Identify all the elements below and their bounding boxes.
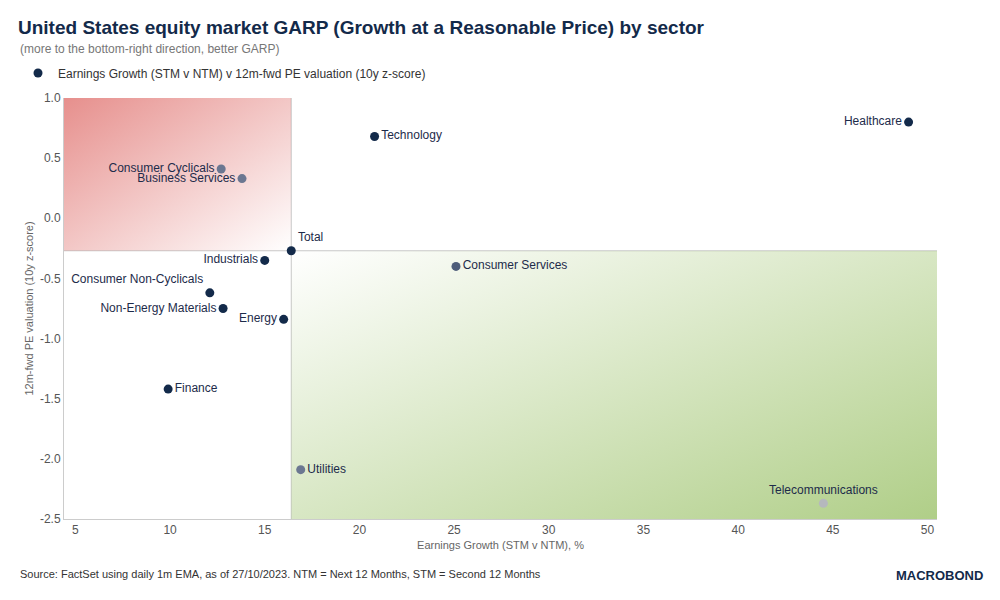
svg-text:Consumer Non-Cyclicals: Consumer Non-Cyclicals: [71, 272, 203, 286]
svg-text:Finance: Finance: [175, 381, 218, 395]
svg-text:Non-Energy Materials: Non-Energy Materials: [100, 301, 216, 315]
svg-text:Telecommunications: Telecommunications: [769, 483, 878, 497]
svg-text:10: 10: [163, 523, 177, 537]
svg-text:MACROBOND: MACROBOND: [896, 568, 983, 583]
svg-text:Earnings Growth (STM v NTM), %: Earnings Growth (STM v NTM), %: [417, 539, 584, 551]
svg-text:Energy: Energy: [239, 311, 277, 325]
svg-text:Technology: Technology: [381, 128, 442, 142]
svg-text:0.5: 0.5: [44, 151, 61, 165]
svg-text:Total: Total: [298, 230, 323, 244]
svg-text:Business Services: Business Services: [137, 171, 235, 185]
svg-text:40: 40: [731, 523, 745, 537]
svg-text:12m-fwd PE valuation (10y z-sc: 12m-fwd PE valuation (10y z-score): [23, 221, 35, 395]
svg-text:-1.0: -1.0: [40, 332, 61, 346]
svg-text:Healthcare: Healthcare: [844, 114, 902, 128]
svg-text:5: 5: [72, 523, 79, 537]
svg-text:Consumer Cyclicals: Consumer Cyclicals: [109, 161, 215, 175]
svg-text:20: 20: [353, 523, 367, 537]
svg-text:25: 25: [447, 523, 461, 537]
svg-text:15: 15: [258, 523, 272, 537]
svg-text:-0.5: -0.5: [40, 272, 61, 286]
svg-text:-1.5: -1.5: [40, 392, 61, 406]
svg-text:1.0: 1.0: [44, 91, 61, 105]
svg-text:(more to the bottom-right dire: (more to the bottom-right direction, bet…: [20, 42, 279, 56]
svg-text:-2.5: -2.5: [40, 512, 61, 526]
svg-text:0.0: 0.0: [44, 211, 61, 225]
svg-text:Earnings Growth (STM v NTM) v: Earnings Growth (STM v NTM) v 12m-fwd PE…: [58, 67, 425, 81]
svg-text:Consumer Services: Consumer Services: [463, 258, 568, 272]
svg-text:45: 45: [826, 523, 840, 537]
svg-text:Source: FactSet using daily 1m: Source: FactSet using daily 1m EMA, as o…: [20, 568, 541, 580]
svg-text:50: 50: [921, 523, 935, 537]
svg-text:Industrials: Industrials: [203, 252, 258, 266]
svg-text:United States equity market GA: United States equity market GARP (Growth…: [18, 17, 705, 38]
svg-text:Utilities: Utilities: [307, 462, 346, 476]
svg-text:30: 30: [542, 523, 556, 537]
svg-text:35: 35: [637, 523, 651, 537]
svg-text:-2.0: -2.0: [40, 452, 61, 466]
